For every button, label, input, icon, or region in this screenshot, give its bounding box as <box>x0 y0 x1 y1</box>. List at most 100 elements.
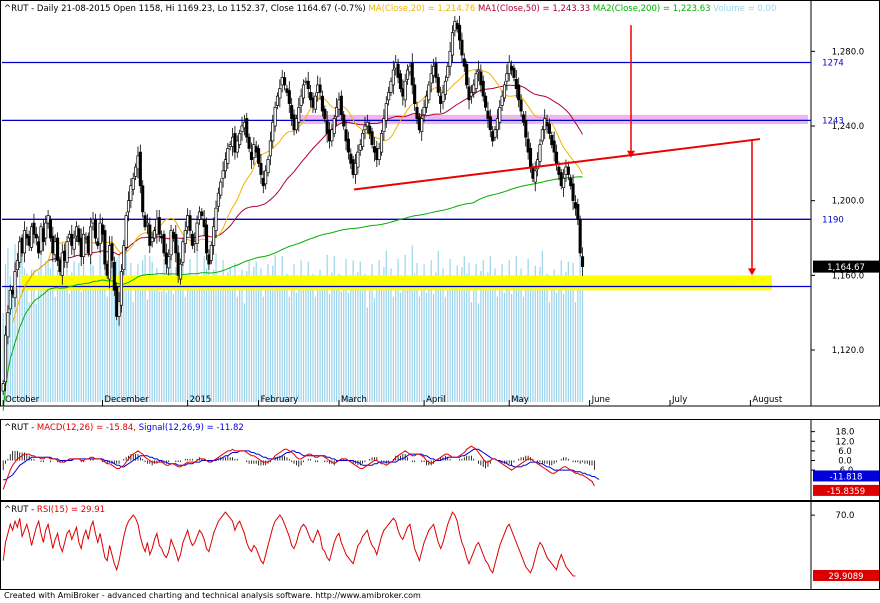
candle-up <box>122 245 126 271</box>
volume-bar <box>127 279 130 402</box>
volume-bar <box>378 260 380 402</box>
legend-entry: MA2(Close,200) = 1,223.63 <box>593 4 713 14</box>
volume-bar <box>333 256 335 402</box>
volume-bar <box>33 269 35 402</box>
candle-up <box>129 185 133 202</box>
volume-bar <box>395 285 397 402</box>
volume-bar <box>305 283 307 402</box>
volume-bar <box>354 288 357 402</box>
candle-down <box>309 92 313 101</box>
volume-bar <box>130 262 132 402</box>
candle-up <box>450 32 455 56</box>
volume-bar <box>475 264 477 402</box>
volume-bar <box>168 281 170 402</box>
candle-down <box>190 233 194 246</box>
volume-bar <box>501 264 503 402</box>
volume-bar <box>518 284 520 402</box>
candle-up <box>391 69 395 86</box>
price-y-tick-label: 1,200.0 <box>832 197 864 207</box>
volume-bar <box>572 262 574 402</box>
volume-bar <box>440 284 442 402</box>
volume-bar <box>451 281 454 402</box>
candle-down <box>521 114 525 123</box>
candle-down <box>290 105 294 119</box>
candle-down <box>517 84 521 101</box>
candle-down <box>462 58 466 67</box>
volume-bar <box>175 267 177 402</box>
volume-bar <box>482 260 484 402</box>
volume-bar <box>213 269 215 402</box>
candle-up <box>126 200 131 213</box>
candle-up <box>422 106 426 116</box>
volume-bar <box>376 281 378 402</box>
x-tick-label: February <box>261 395 299 405</box>
x-tick-label: December <box>105 395 150 405</box>
volume-bar <box>243 303 245 402</box>
level-label: 1274 <box>822 59 844 69</box>
volume-bar <box>537 288 539 402</box>
candle-down <box>413 84 417 104</box>
candle-down <box>346 138 350 153</box>
volume-bar <box>281 256 283 402</box>
volume-bar <box>208 268 210 402</box>
volume-bar <box>392 296 394 402</box>
candle-down <box>524 120 528 138</box>
candle-down <box>204 224 209 254</box>
macd-header-part: MACD(12,26) = -15.84, <box>37 423 139 433</box>
candle-down <box>112 261 116 291</box>
volume-bar <box>496 296 499 402</box>
footer-credit: Created with AmiBroker - advanced charti… <box>4 591 421 600</box>
candle-up <box>420 118 424 132</box>
candle-up <box>365 121 369 127</box>
candle-down <box>306 80 310 90</box>
volume-bar <box>421 280 423 402</box>
volume-bar <box>191 287 193 402</box>
candle-up <box>540 129 544 142</box>
candle-down <box>287 90 291 104</box>
neckline-trendline <box>353 138 761 191</box>
volume-bar <box>520 268 522 402</box>
candle-down <box>370 131 374 146</box>
x-tick-label: 2015 <box>190 395 212 405</box>
volume-bar <box>508 260 510 402</box>
level-label: 1243 <box>822 116 844 126</box>
volume-bar <box>506 276 508 402</box>
volume-bar <box>458 288 461 402</box>
volume-bar <box>480 271 482 402</box>
candle-up <box>474 73 478 90</box>
candle-up <box>382 118 386 132</box>
volume-bar <box>87 287 89 402</box>
candle-up <box>441 92 445 103</box>
volume-bar <box>82 264 85 402</box>
candle-up <box>167 256 171 269</box>
volume-bar <box>383 267 385 402</box>
candle-down <box>110 243 114 261</box>
candle-up <box>361 133 365 147</box>
volume-bar <box>139 276 141 402</box>
volume-bar <box>234 262 236 402</box>
volume-bar <box>411 245 413 402</box>
candle-up <box>6 312 10 338</box>
candle-down <box>484 95 488 108</box>
volume-bar <box>205 268 208 402</box>
volume-bar <box>416 262 418 402</box>
volume-bar <box>551 280 553 402</box>
candle-down <box>143 215 147 228</box>
volume-bar <box>45 261 47 402</box>
volume-bar <box>366 307 368 402</box>
candle-down <box>103 230 107 265</box>
volume-bar <box>555 292 558 402</box>
volume-bar <box>563 294 565 402</box>
volume-bar <box>283 289 286 402</box>
candle-down <box>396 64 400 78</box>
signal-line <box>3 448 600 481</box>
candle-up <box>212 226 216 246</box>
candle-up <box>209 245 213 261</box>
volume-bar <box>567 261 569 402</box>
candle-down <box>56 237 60 261</box>
candle-up <box>82 233 86 258</box>
volume-bar <box>331 272 333 402</box>
candle-up <box>446 65 450 78</box>
volume-bar <box>553 269 555 402</box>
x-tick-label: April <box>426 395 445 405</box>
